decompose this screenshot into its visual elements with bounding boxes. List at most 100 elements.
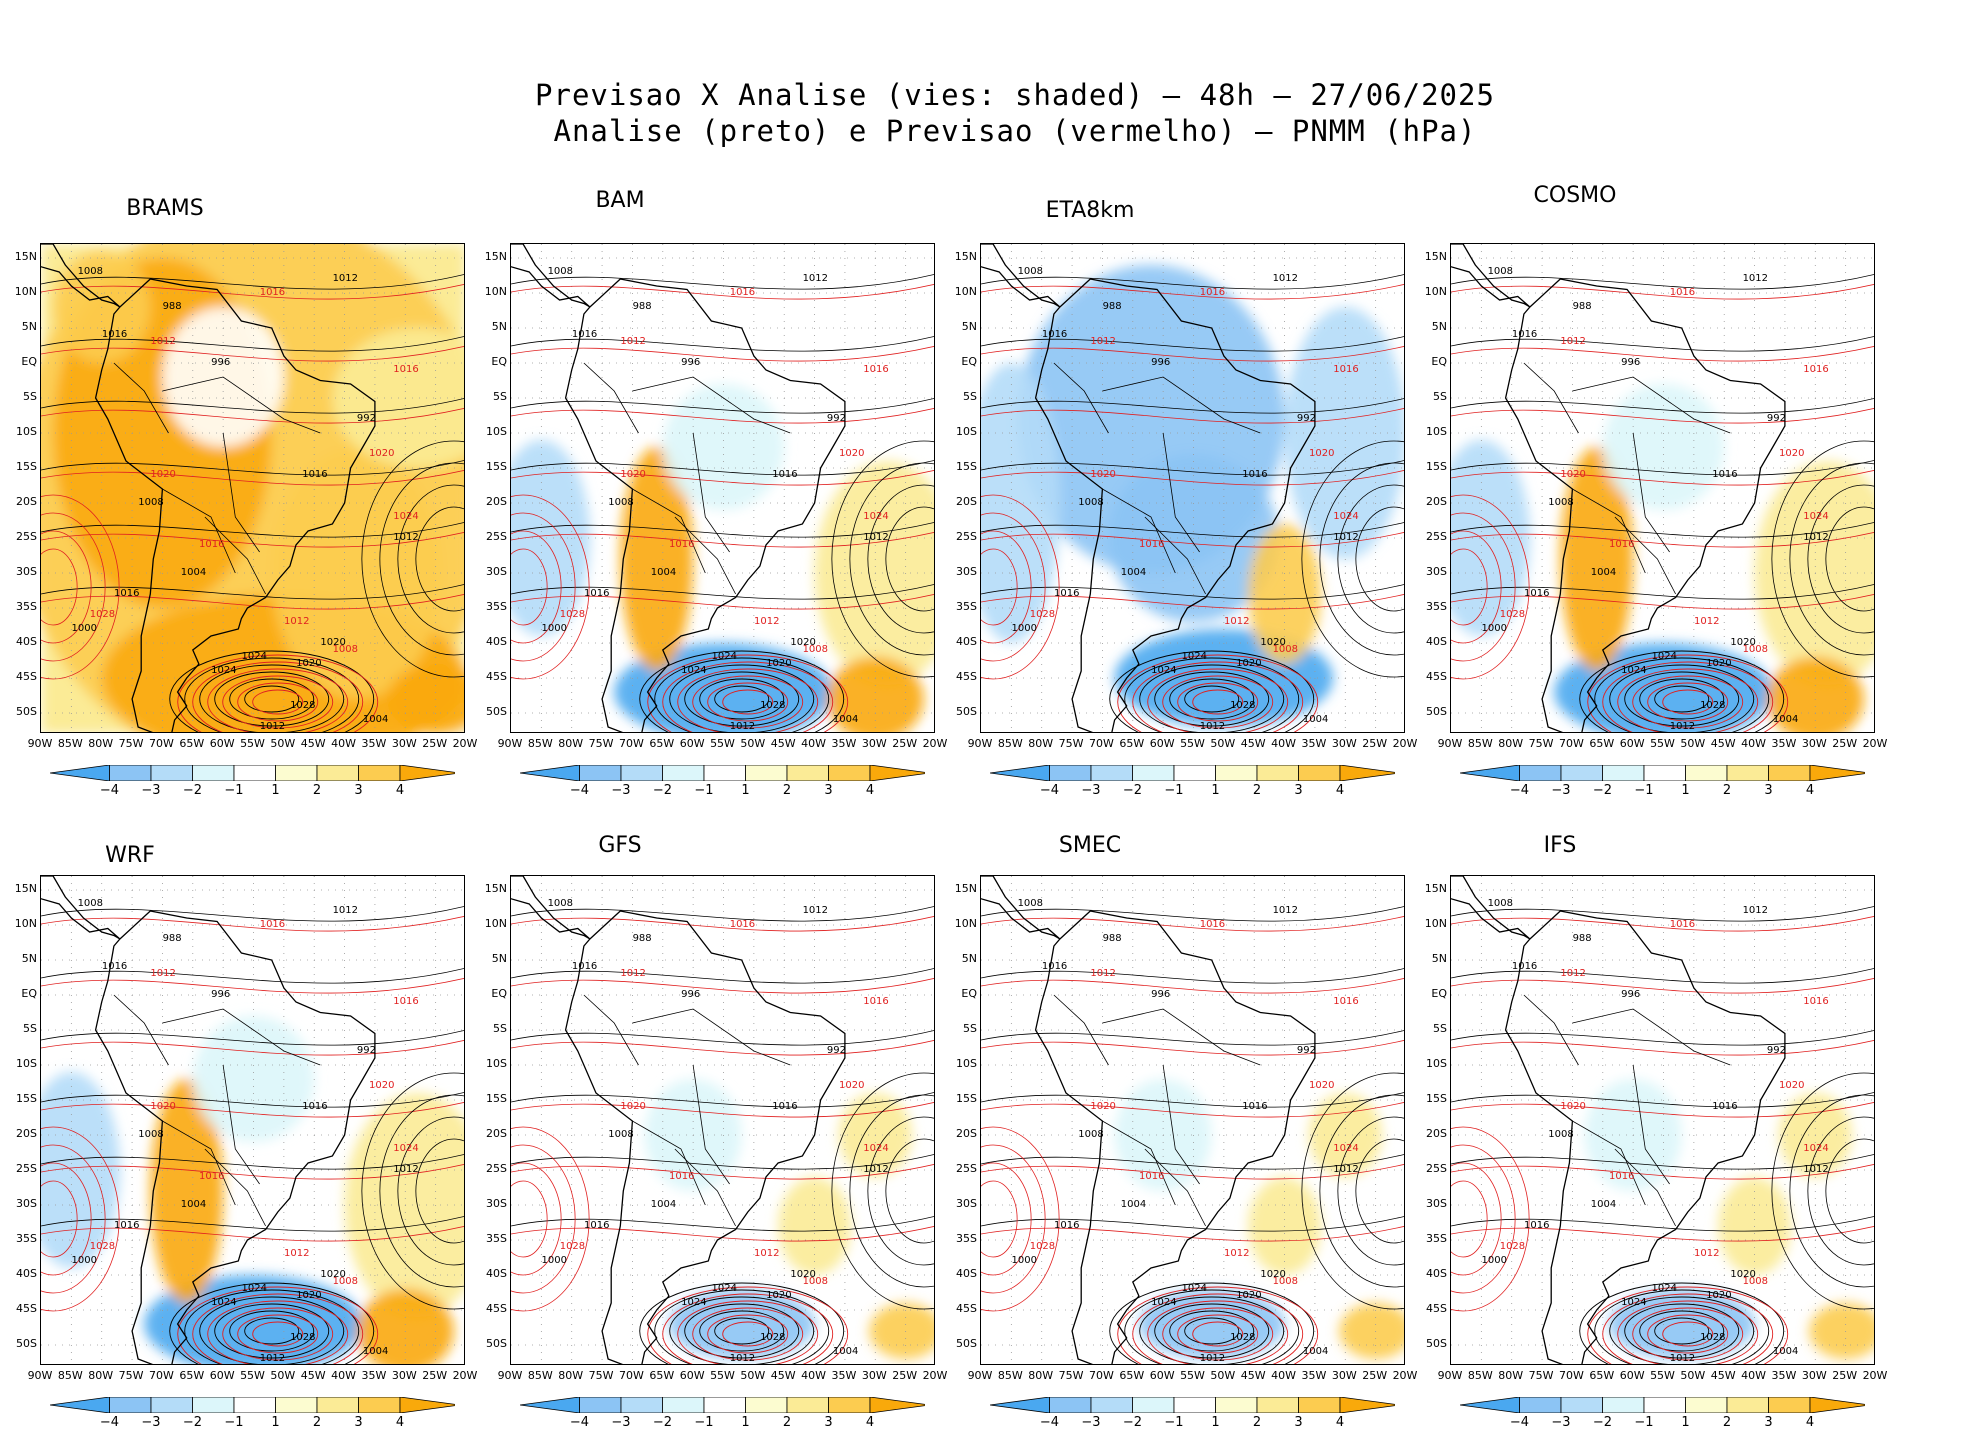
- isobar-label-analysis: 1012: [729, 721, 756, 732]
- lon-tick-label: 60W: [209, 737, 235, 750]
- lat-tick-label: 40S: [16, 635, 37, 648]
- lon-tick-label: 80W: [1028, 1369, 1054, 1382]
- isobar-label-analysis: 1004: [1302, 1346, 1329, 1357]
- lat-tick-label: 35S: [16, 1232, 37, 1245]
- isobar-label-analysis: 996: [1151, 357, 1171, 368]
- isobar-label-analysis: 1016: [101, 329, 128, 340]
- colorbar-tick-label: −4: [1509, 1415, 1530, 1430]
- lat-tick-label: 5S: [23, 1022, 37, 1035]
- colorbar-gfs: [519, 1396, 930, 1417]
- panel-title-cosmo: COSMO: [1533, 183, 1617, 208]
- lat-tick-label: 10N: [1424, 917, 1447, 930]
- colorbar-segment-pos1: [745, 764, 788, 782]
- lat-tick-label: EQ: [491, 355, 507, 368]
- lat-tick-label: 50S: [486, 1337, 507, 1350]
- colorbar-tick-label: −3: [141, 783, 161, 798]
- panel-title-eta8km: ETA8km: [1045, 198, 1135, 223]
- lon-tick-label: 25W: [1832, 737, 1858, 750]
- bias-field-ifs: [1451, 876, 1874, 1364]
- isobar-label-forecast: 1028: [1499, 609, 1526, 620]
- colorbar-ifs: [1459, 1396, 1870, 1417]
- isobar-label-forecast: 1012: [1090, 968, 1116, 979]
- isobar-label-forecast: 1012: [754, 616, 780, 627]
- isobar-label-forecast: 1012: [284, 616, 310, 627]
- isobar-label-analysis: 992: [1296, 413, 1316, 424]
- lon-tick-label: 65W: [1119, 1369, 1145, 1382]
- panel-title-bam: BAM: [595, 188, 645, 213]
- colorbar-tick-label: 4: [865, 783, 875, 798]
- lon-tick-label: 70W: [1558, 737, 1584, 750]
- isobar-label-analysis: 992: [1766, 1045, 1786, 1056]
- lon-tick-label: 75W: [118, 737, 144, 750]
- lon-tick-label: 50W: [740, 1369, 766, 1382]
- colorbar-segment-neg1: [1602, 1396, 1645, 1414]
- isobar-label-analysis: 1020: [296, 1290, 322, 1301]
- lat-tick-label: 50S: [486, 705, 507, 718]
- isobar-label-forecast: 1028: [89, 1241, 116, 1252]
- isobar-label-analysis: 1024: [211, 1297, 237, 1308]
- colorbar-segment-neg4: [519, 764, 580, 782]
- isobar-label-forecast: 1028: [559, 609, 586, 620]
- bias-area: [869, 1303, 934, 1359]
- colorbar-tick-label: 4: [1805, 783, 1815, 798]
- lat-tick-label: 40S: [1426, 635, 1447, 648]
- isobar-label-forecast: 1024: [1803, 511, 1829, 522]
- lon-tick-label: 55W: [1650, 737, 1675, 750]
- lon-tick-label: 70W: [148, 737, 174, 750]
- isobar-label-analysis: 992: [356, 413, 376, 424]
- colorbar-segment-neg2: [1090, 764, 1133, 782]
- isobar-label-analysis: 1008: [138, 1129, 164, 1140]
- colorbar-tick-label: 1: [741, 1415, 750, 1430]
- lon-tick-label: 75W: [588, 1369, 614, 1382]
- isobar-label-analysis: 1004: [1772, 1346, 1799, 1357]
- isobar-label-forecast: 1012: [1224, 1248, 1250, 1259]
- map-panel-eta8km: 1008 1012 1016 1016 1012 1016 1020 1020 1024 1024…: [980, 243, 1405, 733]
- lon-tick-label: 55W: [240, 1369, 265, 1382]
- isobar-label-analysis: 1012: [1742, 905, 1769, 916]
- colorbar-segment-pos1: [275, 1396, 318, 1414]
- lon-tick-label: 20W: [452, 1369, 478, 1382]
- colorbar-segment-zero: [233, 764, 276, 782]
- colorbar-segment-zero: [1643, 764, 1686, 782]
- lat-tick-label: 10N: [484, 917, 507, 930]
- isobar-label-analysis: 1028: [290, 1332, 316, 1343]
- lon-tick-label: 45W: [1240, 1369, 1266, 1382]
- isobar-label-forecast: 1012: [150, 336, 176, 347]
- lat-tick-label: 50S: [16, 1337, 37, 1350]
- isobar-label-analysis: 1012: [393, 532, 419, 543]
- lon-tick-label: 25W: [422, 737, 448, 750]
- isobar-label-analysis: 1004: [1590, 567, 1617, 578]
- bias-area: [620, 447, 694, 671]
- isobar-label-analysis: 1028: [1700, 700, 1726, 711]
- lon-tick-label: 35W: [1771, 737, 1797, 750]
- lon-tick-label: 70W: [618, 737, 644, 750]
- isobar-label-analysis: 1004: [650, 567, 677, 578]
- isobar-label-forecast: 1008: [1742, 644, 1769, 655]
- isobar-label-forecast: 1028: [89, 609, 116, 620]
- lon-tick-label: 55W: [1180, 737, 1205, 750]
- lat-tick-label: 40S: [486, 635, 507, 648]
- lat-tick-label: 35S: [956, 600, 977, 613]
- lon-tick-label: 80W: [1498, 737, 1524, 750]
- lon-tick-label: 50W: [1680, 1369, 1706, 1382]
- lat-tick-label: 45S: [956, 670, 977, 683]
- map-panel-wrf: 1008 1012 1016 1016 1012 1016 1020 1020 1024 1024…: [40, 875, 465, 1365]
- lon-tick-label: 40W: [1271, 737, 1296, 750]
- colorbar-segment-neg3: [579, 1396, 622, 1414]
- colorbar-segment-neg2: [620, 1396, 663, 1414]
- colorbar-wrf: [49, 1396, 460, 1417]
- isobar-label-forecast: 1020: [620, 469, 646, 480]
- lon-tick-label: 80W: [558, 1369, 584, 1382]
- lon-tick-label: 80W: [558, 737, 584, 750]
- lon-tick-label: 35W: [1771, 1369, 1797, 1382]
- isobar-label-forecast: 1020: [839, 448, 865, 459]
- lat-tick-label: 30S: [956, 1197, 977, 1210]
- colorbar-segment-zero: [1643, 1396, 1686, 1414]
- lon-tick-label: 75W: [1058, 737, 1084, 750]
- colorbar-eta8km: [989, 764, 1400, 785]
- colorbar-tick-label: −1: [694, 783, 714, 798]
- bias-area: [356, 1289, 454, 1364]
- isobar-label-forecast: 1012: [150, 968, 176, 979]
- isobar-label-analysis: 1012: [802, 273, 829, 284]
- colorbar-segment-pos3: [828, 1396, 871, 1414]
